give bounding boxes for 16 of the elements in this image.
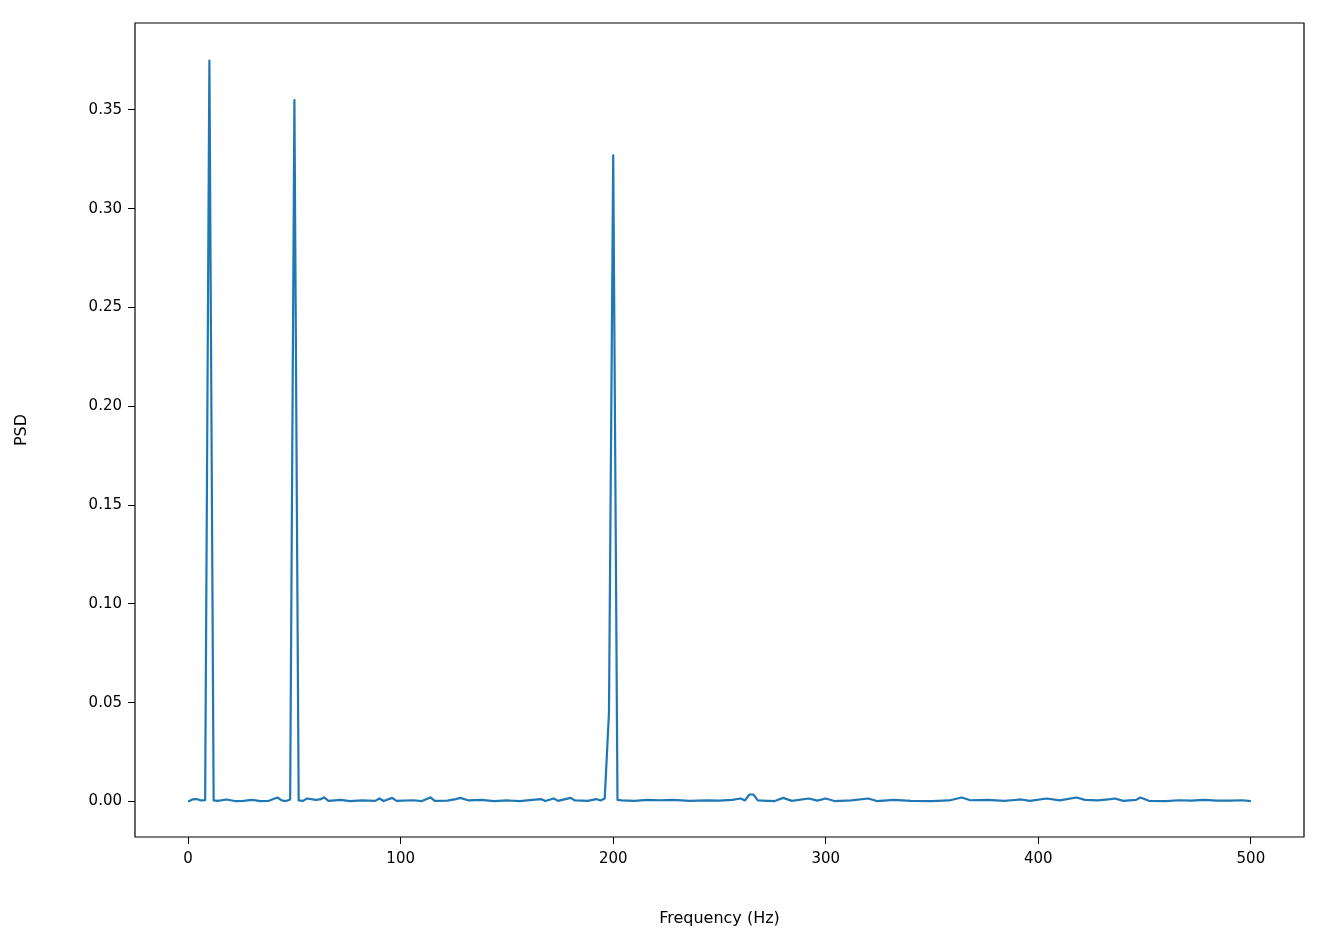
x-tick-label: 400 bbox=[1024, 848, 1053, 867]
y-tick-label: 0.15 bbox=[88, 494, 122, 513]
x-tick-label: 500 bbox=[1236, 848, 1266, 867]
y-tick-label: 0.00 bbox=[88, 791, 122, 810]
y-tick-label: 0.25 bbox=[88, 297, 122, 316]
y-tick-label: 0.10 bbox=[88, 593, 122, 612]
x-tick-label: 300 bbox=[811, 848, 841, 867]
y-tick-label: 0.05 bbox=[88, 692, 122, 711]
x-axis-title: Frequency (Hz) bbox=[659, 907, 780, 927]
y-tick-label: 0.35 bbox=[88, 99, 122, 118]
x-tick-label: 200 bbox=[598, 848, 628, 867]
y-tick-label: 0.30 bbox=[88, 198, 122, 217]
x-tick-label: 100 bbox=[386, 848, 415, 867]
x-tick-label: 0 bbox=[183, 848, 193, 867]
y-axis-title: PSD bbox=[10, 413, 30, 447]
y-tick-label: 0.20 bbox=[88, 396, 122, 415]
